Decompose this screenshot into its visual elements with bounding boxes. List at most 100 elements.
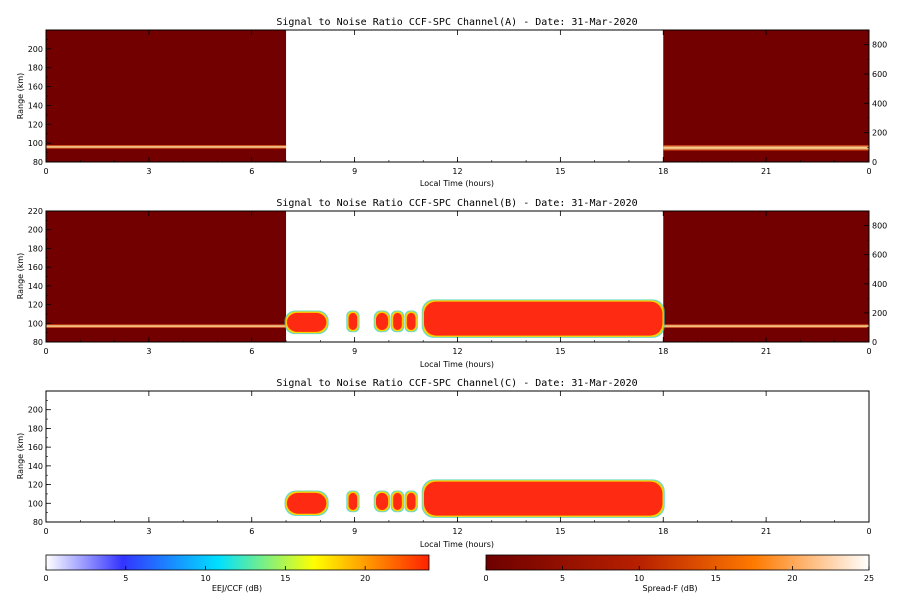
panel-b-ytick-label: 120 bbox=[28, 301, 43, 310]
panel-b-xtick-label: 12 bbox=[452, 347, 462, 356]
panel-a-rtick-label: 400 bbox=[872, 99, 887, 108]
panel-a-xtick-label: 0 bbox=[866, 167, 871, 176]
panel-b-xtick-label: 21 bbox=[761, 347, 771, 356]
colorbar-eej-label: EEJ/CCF (dB) bbox=[212, 584, 262, 593]
panel-a-ytick-label: 100 bbox=[28, 139, 43, 148]
panel-c-ytick-label: 180 bbox=[28, 424, 43, 433]
panel-b-ylabel: Range (km) bbox=[16, 253, 25, 300]
panel-a-ytick-label: 200 bbox=[28, 45, 43, 54]
panel-b-ytick-label: 220 bbox=[28, 207, 43, 216]
colorbar-spreadf-label: Spread-F (dB) bbox=[642, 584, 697, 593]
panel-b-echo-block bbox=[424, 301, 663, 336]
colorbar-spreadf: 0 5 10 15 20 25 Spread-F (dB) bbox=[483, 554, 874, 593]
panel-a-rtick-label: 600 bbox=[872, 70, 887, 79]
panel-b-night-block bbox=[46, 211, 287, 342]
panel-a: Signal to Noise Ratio CCF-SPC Channel(A)… bbox=[16, 17, 887, 188]
panel-c-ytick-label: 120 bbox=[28, 481, 43, 490]
panel-c-xtick-label: 18 bbox=[658, 527, 668, 536]
panel-c-xtick-label: 21 bbox=[761, 527, 771, 536]
colorbar-eej-ticks: 0 5 10 15 20 bbox=[43, 566, 370, 583]
panel-c: Signal to Noise Ratio CCF-SPC Channel(C)… bbox=[16, 378, 872, 549]
colorbar-eej: 0 5 10 15 20 EEJ/CCF (dB) bbox=[43, 554, 430, 593]
panel-a-xtick-label: 12 bbox=[452, 167, 462, 176]
panel-a-xtick-label: 21 bbox=[761, 167, 771, 176]
panel-a-rtick-label: 0 bbox=[872, 158, 877, 167]
panel-a-rtick-label: 800 bbox=[872, 41, 887, 50]
panel-a-night-block bbox=[46, 30, 287, 162]
panel-b-ytick-label: 200 bbox=[28, 226, 43, 235]
panel-a-xtick-label: 15 bbox=[555, 167, 565, 176]
panel-b-xtick-label: 0 bbox=[43, 347, 48, 356]
panel-c-xtick-label: 12 bbox=[452, 527, 462, 536]
panel-c-ytick-label: 140 bbox=[28, 462, 43, 471]
panel-b-xtick-label: 6 bbox=[249, 347, 254, 356]
panel-b-plot: 0 3 6 9 12 15 18 21 0801001201401601802002200200… bbox=[28, 207, 888, 356]
panel-c-echo-block bbox=[286, 492, 327, 514]
panel-c-title: Signal to Noise Ratio CCF-SPC Channel(C)… bbox=[276, 378, 637, 389]
panel-a-rtick-label: 200 bbox=[872, 129, 887, 138]
panel-b-layer bbox=[46, 324, 287, 328]
panel-b-echo-block bbox=[376, 312, 389, 330]
panel-c-xtick-label: 3 bbox=[146, 527, 151, 536]
panel-c-echo-block bbox=[376, 492, 389, 510]
panel-c-echo-block bbox=[393, 492, 402, 510]
panel-a-xlabel: Local Time (hours) bbox=[420, 179, 494, 188]
panel-a-ytick-label: 80 bbox=[33, 158, 43, 167]
colorbar-eej-tick-label: 20 bbox=[360, 574, 370, 583]
panel-a-layer bbox=[46, 145, 287, 149]
panel-b-xlabel: Local Time (hours) bbox=[420, 360, 494, 369]
panel-a-xtick-label: 9 bbox=[352, 167, 357, 176]
panel-b-title: Signal to Noise Ratio CCF-SPC Channel(B)… bbox=[276, 198, 637, 209]
panel-b-xtick-label: 9 bbox=[352, 347, 357, 356]
panel-c-ytick-label: 80 bbox=[33, 518, 43, 527]
panel-b-xtick-label: 3 bbox=[146, 347, 151, 356]
panel-c-echo-block bbox=[348, 492, 358, 510]
panel-b-layer bbox=[663, 324, 869, 328]
panel-b: Signal to Noise Ratio CCF-SPC Channel(B)… bbox=[16, 198, 887, 369]
panel-b-xtick-label: 15 bbox=[555, 347, 565, 356]
colorbar-eej-bar bbox=[45, 554, 430, 571]
panel-b-rtick-label: 0 bbox=[872, 338, 877, 347]
panel-c-xtick-label: 15 bbox=[555, 527, 565, 536]
panel-b-ytick-label: 80 bbox=[33, 338, 43, 347]
panel-c-ytick-label: 100 bbox=[28, 499, 43, 508]
colorbar-eej-tick-label: 0 bbox=[43, 574, 48, 583]
panel-b-ytick-label: 100 bbox=[28, 319, 43, 328]
panel-b-rtick-label: 400 bbox=[872, 280, 887, 289]
panel-b-xtick-label: 18 bbox=[658, 347, 668, 356]
panel-b-echo-block bbox=[406, 312, 416, 330]
panel-c-xtick-label: 6 bbox=[249, 527, 254, 536]
colorbar-spreadf-tick-label: 0 bbox=[483, 574, 488, 583]
panel-b-echo-block bbox=[393, 312, 402, 330]
panel-a-plot: 0 3 6 9 12 15 18 21 0801001201401601802000200400… bbox=[28, 29, 887, 176]
panel-a-layer bbox=[663, 145, 869, 151]
panel-c-xtick-label: 0 bbox=[43, 527, 48, 536]
panel-c-ylabel: Range (km) bbox=[16, 433, 25, 480]
panel-b-rtick-label: 800 bbox=[872, 222, 887, 231]
panel-a-ytick-label: 180 bbox=[28, 64, 43, 73]
panel-a-xtick-label: 6 bbox=[249, 167, 254, 176]
panel-a-night-block bbox=[663, 30, 869, 162]
colorbar-eej-tick-label: 10 bbox=[200, 574, 210, 583]
panel-b-echo-block bbox=[348, 312, 358, 330]
panel-a-xtick-label: 3 bbox=[146, 167, 151, 176]
panel-c-echo-block bbox=[406, 492, 416, 510]
colorbar-spreadf-tick-label: 20 bbox=[787, 574, 797, 583]
colorbar-eej-tick-label: 5 bbox=[123, 574, 128, 583]
panel-b-ytick-label: 140 bbox=[28, 282, 43, 291]
colorbar-spreadf-tick-label: 10 bbox=[634, 574, 644, 583]
panel-a-title: Signal to Noise Ratio CCF-SPC Channel(A)… bbox=[276, 17, 637, 28]
colorbar-spreadf-tick-label: 15 bbox=[711, 574, 721, 583]
panel-c-xtick-label: 9 bbox=[352, 527, 357, 536]
panel-b-echo-block bbox=[286, 312, 327, 332]
colorbar-spreadf-tick-label: 25 bbox=[864, 574, 874, 583]
panel-b-ytick-label: 180 bbox=[28, 244, 43, 253]
colorbar-spreadf-tick-label: 5 bbox=[560, 574, 565, 583]
panel-a-ytick-label: 120 bbox=[28, 120, 43, 129]
panel-b-rtick-label: 200 bbox=[872, 309, 887, 318]
panel-c-ytick-label: 200 bbox=[28, 406, 43, 415]
panel-b-ytick-label: 160 bbox=[28, 263, 43, 272]
panel-a-ytick-label: 160 bbox=[28, 83, 43, 92]
